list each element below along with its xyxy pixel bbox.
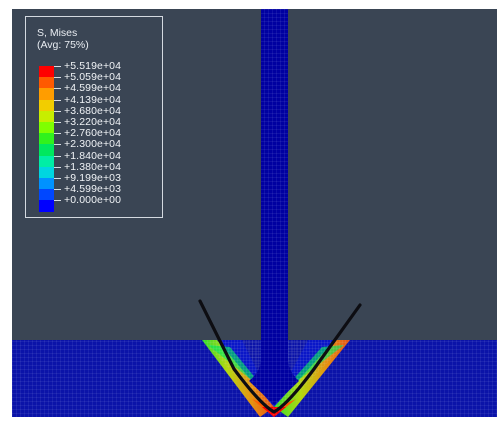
legend-color-swatch: [39, 88, 54, 101]
legend-tick: [54, 155, 61, 157]
fe-model-scene[interactable]: [12, 9, 497, 417]
legend-value-label: +2.760e+04: [64, 127, 122, 140]
legend-tick: [54, 110, 61, 112]
legend-tick: [54, 200, 61, 202]
legend-value-label: +0.000e+00: [64, 194, 122, 207]
legend-tick: [54, 122, 61, 123]
legend-title: S, Mises: [37, 27, 78, 39]
legend-color-swatch: [39, 178, 54, 190]
legend-tick: [54, 99, 61, 101]
legend-value-label: +1.840e+04: [64, 149, 122, 162]
legend-value-label: +1.380e+04: [64, 160, 122, 173]
legend-value-label: +5.059e+04: [64, 71, 122, 84]
legend-value-label: +9.199e+03: [64, 172, 122, 184]
legend-tick: [54, 144, 61, 146]
indenter-blade-outline: [198, 299, 362, 414]
legend-color-swatch: [39, 66, 54, 78]
legend-averaging-label: (Avg: 75%): [37, 39, 89, 51]
legend-color-swatch: [39, 189, 54, 201]
legend-value-label: +3.220e+04: [64, 116, 122, 128]
legend-color-swatch: [39, 77, 54, 89]
legend-tick: [54, 66, 61, 67]
legend-tick: [54, 166, 61, 168]
legend-color-swatch: [39, 99, 54, 112]
legend-value-label: +2.300e+04: [64, 138, 122, 151]
legend-color-swatch: [39, 110, 54, 123]
legend-tick: [54, 88, 61, 90]
legend-tick: [54, 189, 61, 191]
legend-value-label: +3.680e+04: [64, 104, 122, 117]
legend-value-label: +4.599e+03: [64, 183, 122, 196]
legend-color-swatch: [39, 133, 54, 145]
legend-color-swatch: [39, 200, 54, 213]
legend-tick: [54, 178, 61, 179]
legend-value-label: +4.139e+04: [64, 93, 122, 106]
legend-color-swatch: [39, 155, 54, 168]
legend-color-swatch: [39, 166, 54, 179]
legend-tick: [54, 133, 61, 135]
legend-color-swatch: [39, 122, 54, 134]
model-viewport[interactable]: [12, 9, 497, 417]
legend-value-label: +5.519e+04: [64, 60, 122, 72]
contour-legend[interactable]: [25, 16, 163, 218]
legend-value-label: +4.599e+04: [64, 82, 122, 95]
indenter-shaft: [249, 9, 299, 405]
legend-color-swatch: [39, 144, 54, 157]
legend-tick: [54, 77, 61, 79]
